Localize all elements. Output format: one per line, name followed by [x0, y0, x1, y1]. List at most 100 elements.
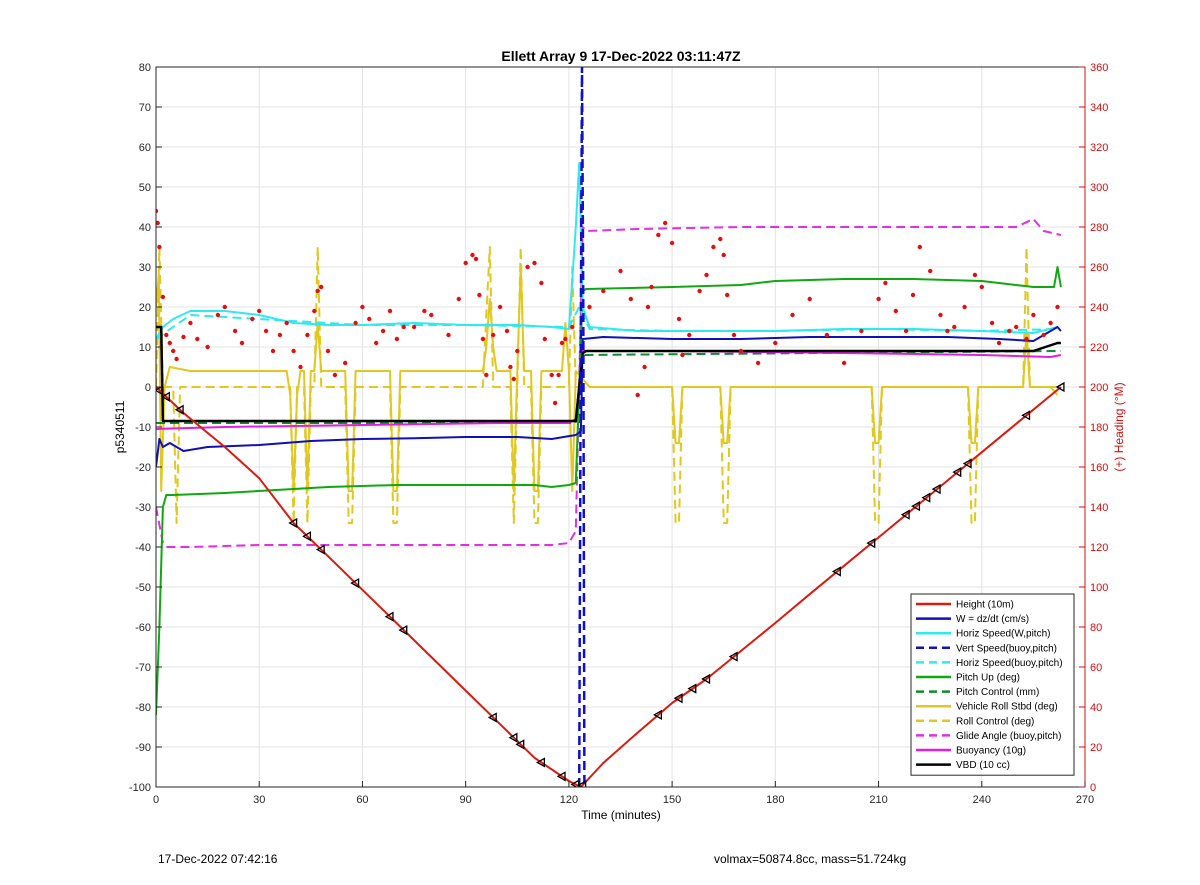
event-marker — [161, 391, 170, 402]
y-tick-label: -30 — [135, 502, 151, 514]
heading-point — [989, 320, 995, 326]
y2-tick-label: 40 — [1090, 702, 1102, 714]
heading-point — [1014, 324, 1019, 330]
heading-point — [893, 308, 898, 314]
event-marker — [728, 651, 738, 662]
heading-point — [649, 284, 654, 290]
heading-point — [996, 340, 1002, 346]
event-marker — [673, 693, 683, 704]
series-line-vert_buoy — [577, 67, 586, 787]
event-marker — [398, 624, 408, 636]
heading-point — [1007, 328, 1012, 334]
y2-tick-label: 180 — [1090, 422, 1108, 434]
event-marker — [931, 483, 941, 495]
y2-tick-label: 300 — [1090, 182, 1108, 194]
heading-point — [477, 292, 482, 298]
heading-point — [773, 340, 778, 346]
heading-point — [215, 312, 221, 318]
x-tick-label: 0 — [153, 794, 159, 806]
event-marker — [653, 709, 662, 720]
y2-tick-label: 200 — [1090, 382, 1108, 394]
footer-timestamp: 17-Dec-2022 07:42:16 — [158, 852, 278, 866]
heading-point — [456, 296, 461, 302]
y-tick-label: -90 — [135, 742, 151, 754]
heading-point — [156, 208, 159, 214]
heading-point — [559, 340, 565, 346]
y-tick-label: -20 — [135, 462, 151, 474]
heading-point — [525, 264, 530, 270]
event-marker — [911, 501, 921, 512]
heading-point — [484, 372, 489, 378]
heading-point — [945, 328, 950, 334]
heading-point — [790, 312, 795, 318]
heading-point — [1024, 336, 1029, 342]
y-axis-label: p5340511 — [113, 400, 127, 453]
y-tick-label: -40 — [135, 542, 151, 554]
y-tick-label: 30 — [139, 262, 151, 274]
series-line-roll — [156, 266, 1059, 492]
heading-point — [291, 348, 296, 354]
heading-point — [511, 376, 516, 382]
heading-point — [332, 372, 338, 378]
heading-point — [883, 280, 888, 286]
heading-point — [277, 332, 283, 338]
heading-point — [928, 268, 933, 274]
x-tick-label: 210 — [869, 794, 887, 806]
y-tick-label: -100 — [129, 782, 151, 794]
heading-point — [570, 324, 575, 330]
event-marker — [687, 683, 697, 694]
event-marker — [156, 385, 164, 396]
y-tick-label: 80 — [139, 62, 151, 74]
heading-point — [171, 348, 176, 354]
heading-point — [374, 340, 379, 346]
heading-point — [556, 372, 561, 378]
y-tick-label: -10 — [135, 422, 151, 434]
heading-point — [539, 280, 544, 286]
footer-vehicle-info: volmax=50874.8cc, mass=51.724kg — [714, 852, 907, 866]
heading-point — [508, 364, 513, 370]
y2-tick-label: 100 — [1090, 582, 1108, 594]
heading-point — [315, 288, 320, 294]
y2-tick-label: 320 — [1090, 142, 1108, 154]
event-marker — [536, 757, 546, 768]
heading-point — [618, 268, 623, 274]
y-tick-label: -50 — [135, 582, 151, 594]
heading-point — [239, 340, 245, 346]
heading-point — [711, 244, 716, 250]
heading-point — [284, 320, 289, 326]
y2-tick-label: 160 — [1090, 462, 1108, 474]
heading-point — [704, 272, 709, 278]
heading-point — [697, 288, 702, 294]
event-marker — [515, 739, 525, 750]
legend-label-horiz_w: Horiz Speed(W,pitch) — [956, 629, 1050, 640]
heading-point — [411, 324, 417, 330]
x-tick-label: 240 — [973, 794, 991, 806]
heading-point — [645, 304, 651, 310]
legend-label-vbd: VBD (10 cc) — [956, 760, 1010, 771]
x-tick-label: 150 — [663, 794, 681, 806]
heading-point — [195, 336, 200, 342]
event-marker — [900, 509, 910, 520]
event-marker — [866, 537, 876, 549]
legend-box — [910, 593, 1075, 776]
legend-label-buoyancy: Buoyancy (10g) — [956, 746, 1026, 757]
heading-point — [738, 348, 744, 354]
heading-point — [676, 316, 682, 322]
event-marker — [1055, 381, 1065, 393]
y2-tick-label: 260 — [1090, 262, 1108, 274]
event-marker — [350, 577, 360, 589]
y2-tick-label: 340 — [1090, 102, 1108, 114]
x-tick-label: 90 — [460, 794, 472, 806]
heading-point — [429, 312, 434, 318]
heading-point — [270, 348, 276, 354]
heading-point — [917, 244, 922, 250]
y2-axis-label: (+) Heading (°M) — [1112, 382, 1126, 471]
event-marker — [556, 771, 566, 782]
heading-point — [587, 304, 592, 310]
event-marker — [701, 673, 711, 685]
y2-tick-label: 280 — [1090, 222, 1108, 234]
heading-point — [360, 304, 365, 310]
y2-tick-label: 60 — [1090, 662, 1102, 674]
event-marker — [384, 611, 394, 622]
